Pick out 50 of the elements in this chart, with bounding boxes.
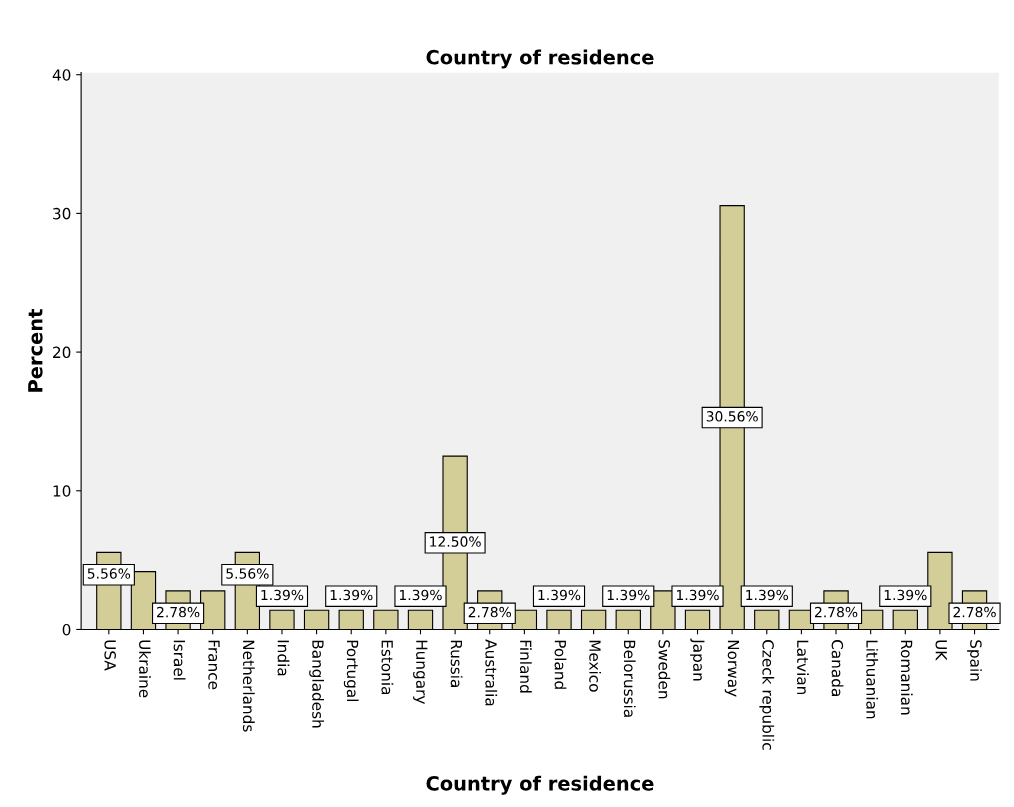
x-tick-label: Czeck republic: [759, 640, 775, 750]
data-label: 1.39%: [746, 589, 789, 601]
y-tick-label: 20: [53, 346, 71, 359]
x-axis-title: Country of residence: [426, 775, 654, 795]
x-tick-label: Belorussia: [623, 640, 636, 717]
x-tick-label: Sweden: [658, 640, 671, 699]
data-label: 2.78%: [157, 606, 200, 618]
x-tick-label: Portugal: [343, 640, 359, 702]
chart-title: Country of residence: [426, 49, 654, 69]
x-tick-label: Poland: [554, 640, 567, 689]
data-label: 2.78%: [814, 606, 858, 618]
x-tick-label: Netherlands: [242, 640, 255, 732]
y-tick-label: 10: [53, 485, 71, 497]
data-label: 1.39%: [538, 589, 581, 601]
x-tick-label: Canada: [831, 640, 844, 696]
data-label: 1.39%: [399, 589, 442, 601]
x-tick-label: Australia: [485, 639, 498, 706]
y-tick-label: 40: [52, 69, 71, 81]
x-tick-label: Spain: [967, 640, 982, 681]
data-label: 1.39%: [884, 589, 927, 601]
x-tick-label: Israel: [173, 640, 186, 680]
x-tick-label: UK: [935, 640, 947, 661]
data-label: 5.56%: [87, 568, 131, 579]
data-label: 1.39%: [607, 589, 650, 601]
x-tick-label: Finland: [519, 640, 532, 693]
x-tick-label: Hungary: [413, 640, 428, 704]
data-label: 1.39%: [676, 589, 719, 601]
x-tick-label: Romanian: [900, 640, 913, 715]
data-label: 5.56%: [226, 568, 269, 579]
x-tick-label: India: [277, 640, 290, 676]
y-tick-label: 30: [53, 207, 71, 220]
y-tick-label: 0: [62, 623, 71, 636]
data-label: 1.39%: [261, 589, 304, 601]
data-label: 1.39%: [330, 589, 373, 601]
x-tick-label: Russia: [450, 640, 463, 687]
x-tick-label: Norway: [724, 640, 740, 697]
data-label: 30.56%: [706, 411, 758, 422]
data-label: 2.78%: [953, 606, 996, 618]
data-label: 2.78%: [468, 606, 512, 618]
x-tick-label: Estonia: [381, 640, 394, 695]
x-tick-label: Mexico: [589, 640, 602, 692]
y-axis-title: Percent: [28, 309, 43, 392]
x-tick-label: Bangladesh: [309, 640, 324, 728]
x-tick-label: France: [208, 640, 220, 690]
x-tick-label: Japan: [690, 638, 705, 681]
x-tick-label: Ukraine: [139, 640, 151, 698]
x-tick-label: USA: [104, 640, 116, 671]
data-label: 12.50%: [430, 536, 481, 547]
x-tick-label: Lithuanian: [866, 640, 879, 719]
x-tick-label: Latvian: [796, 640, 809, 695]
